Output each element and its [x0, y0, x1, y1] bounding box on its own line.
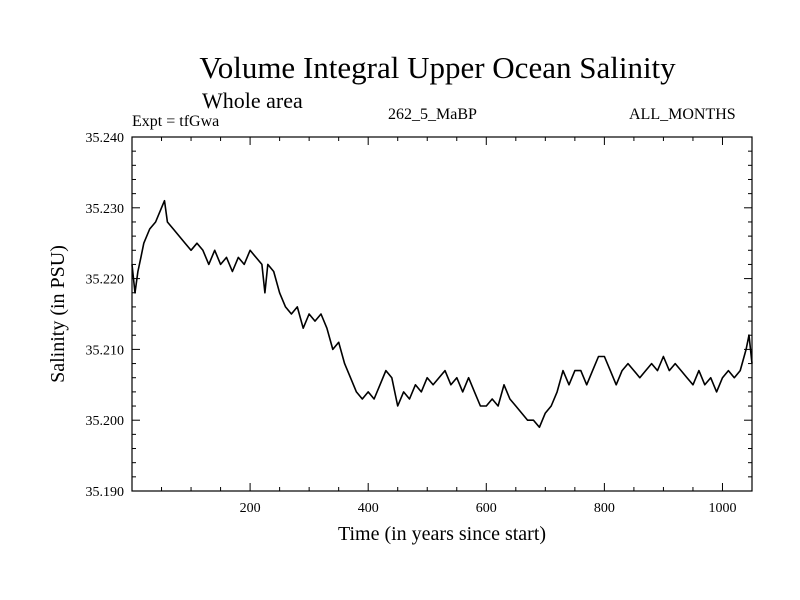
series-group [131, 199, 753, 429]
x-tick-label: 800 [594, 501, 615, 516]
y-tick-label: 35.210 [86, 343, 125, 358]
chart-title: Volume Integral Upper Ocean Salinity [199, 50, 676, 85]
experiment-label: Expt = tfGwa [132, 113, 220, 130]
y-tick-label: 35.190 [86, 485, 125, 500]
chart-subtitle: Whole area [202, 88, 303, 113]
y-axis-label: Salinity (in PSU) [47, 245, 69, 383]
y-tick-label: 35.240 [86, 131, 125, 146]
y-tick-label: 35.220 [86, 273, 125, 288]
x-axis-label: Time (in years since start) [338, 523, 546, 545]
axis-ticks: 200 400 600 800 1000 35.190 35.200 35.210 35.220… [86, 131, 753, 516]
plot-area [131, 136, 753, 492]
months-label: ALL_MONTHS [629, 106, 736, 123]
experiment-name: 262_5_MaBP [388, 106, 477, 123]
series-line-salinity [131, 199, 753, 429]
x-tick-label: 1000 [708, 501, 736, 516]
plot-frame [131, 136, 753, 492]
y-tick-label: 35.200 [86, 414, 125, 429]
x-tick-label: 600 [476, 501, 497, 516]
y-tick-label: 35.230 [86, 202, 125, 217]
x-tick-label: 400 [358, 501, 379, 516]
x-tick-label: 200 [240, 501, 261, 516]
